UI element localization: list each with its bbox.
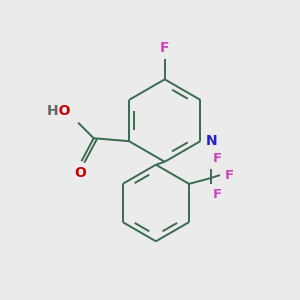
Text: O: O <box>74 166 86 180</box>
Text: HO: HO <box>48 103 72 118</box>
Text: H: H <box>47 103 58 118</box>
Text: N: N <box>206 134 217 148</box>
Text: F: F <box>213 152 222 165</box>
Text: F: F <box>213 188 222 201</box>
Text: F: F <box>160 41 169 55</box>
Text: F: F <box>224 169 233 182</box>
